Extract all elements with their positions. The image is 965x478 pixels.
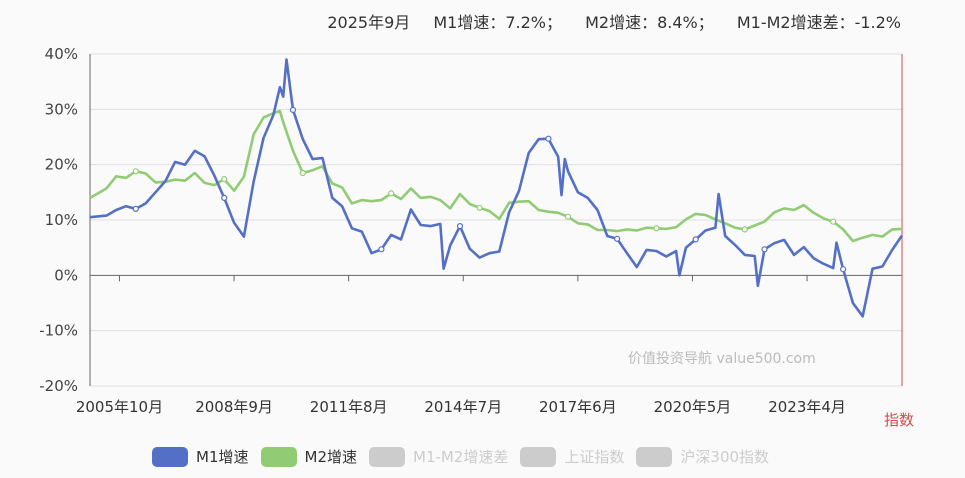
x-tick-label: 2020年5月 — [654, 398, 732, 416]
data-point — [692, 236, 699, 243]
x-tick-label: 2011年8月 — [310, 398, 388, 416]
index-axis-label: 指数 — [884, 411, 915, 429]
data-point — [378, 246, 385, 253]
watermark: 价值投资导航 value500.com — [628, 351, 816, 367]
x-tick-label: 2023年4月 — [768, 398, 846, 416]
series-line-m1 — [89, 58, 904, 318]
data-point — [388, 190, 395, 197]
data-point — [613, 235, 621, 242]
legend-label-csi300: 沪深300指数 — [680, 448, 770, 466]
legend: M1增速 M2增速 M1-M2增速差 上证指数 沪深300指数 — [152, 446, 781, 467]
legend-swatch-shanghai — [520, 446, 557, 467]
data-point — [839, 266, 847, 273]
data-point — [653, 225, 660, 232]
data-point — [221, 176, 228, 183]
legend-item-m1[interactable]: M1增速 — [152, 446, 249, 467]
legend-label-m1: M1增速 — [196, 448, 249, 466]
series-line-m2 — [89, 109, 903, 243]
data-point — [741, 226, 748, 233]
legend-item-shanghai[interactable]: 上证指数 — [520, 446, 624, 467]
data-point — [830, 218, 837, 225]
header-m1: M1增速：7.2%； — [433, 13, 562, 32]
legend-item-diff[interactable]: M1-M2增速差 — [369, 446, 508, 467]
y-tick-label: 40% — [45, 45, 78, 63]
y-tick-label: 30% — [45, 100, 78, 118]
x-tick-label: 2008年9月 — [195, 398, 273, 416]
y-tick-label: 20% — [45, 156, 78, 174]
data-point — [132, 205, 139, 212]
data-point — [289, 106, 297, 114]
legend-label-shanghai: 上证指数 — [564, 448, 625, 466]
legend-swatch-m1 — [152, 446, 188, 467]
header-m2: M2增速：8.4%； — [585, 13, 714, 32]
legend-swatch-m2 — [260, 446, 297, 467]
data-point — [132, 168, 139, 175]
data-point — [221, 194, 228, 201]
header-diff: M1-M2增速差：-1.2% — [736, 13, 901, 32]
data-point — [545, 135, 552, 142]
header-date: 2025年9月 — [327, 13, 411, 32]
legend-item-csi300[interactable]: 沪深300指数 — [636, 446, 769, 467]
data-point — [564, 213, 572, 220]
y-tick-label: 0% — [54, 266, 78, 284]
legend-label-m2: M2增速 — [304, 448, 358, 466]
x-tick-label: 2014年7月 — [424, 398, 502, 416]
data-point — [456, 223, 464, 230]
x-tick-label: 2005年10月 — [76, 398, 163, 416]
y-tick-label: 10% — [45, 211, 78, 229]
legend-swatch-csi300 — [636, 446, 673, 467]
legend-swatch-diff — [369, 446, 405, 467]
chart-header: 2025年9月 M1增速：7.2%； M2增速：8.4%； M1-M2增速差：-… — [309, 9, 901, 33]
legend-item-m2[interactable]: M2增速 — [260, 446, 358, 467]
data-point — [476, 204, 483, 211]
y-tick-label: -20% — [39, 377, 78, 395]
y-tick-label: -10% — [39, 322, 78, 340]
x-tick-label: 2017年6月 — [539, 398, 617, 416]
data-point — [761, 246, 768, 253]
legend-label-diff: M1-M2增速差 — [413, 448, 509, 466]
data-point — [299, 169, 306, 177]
